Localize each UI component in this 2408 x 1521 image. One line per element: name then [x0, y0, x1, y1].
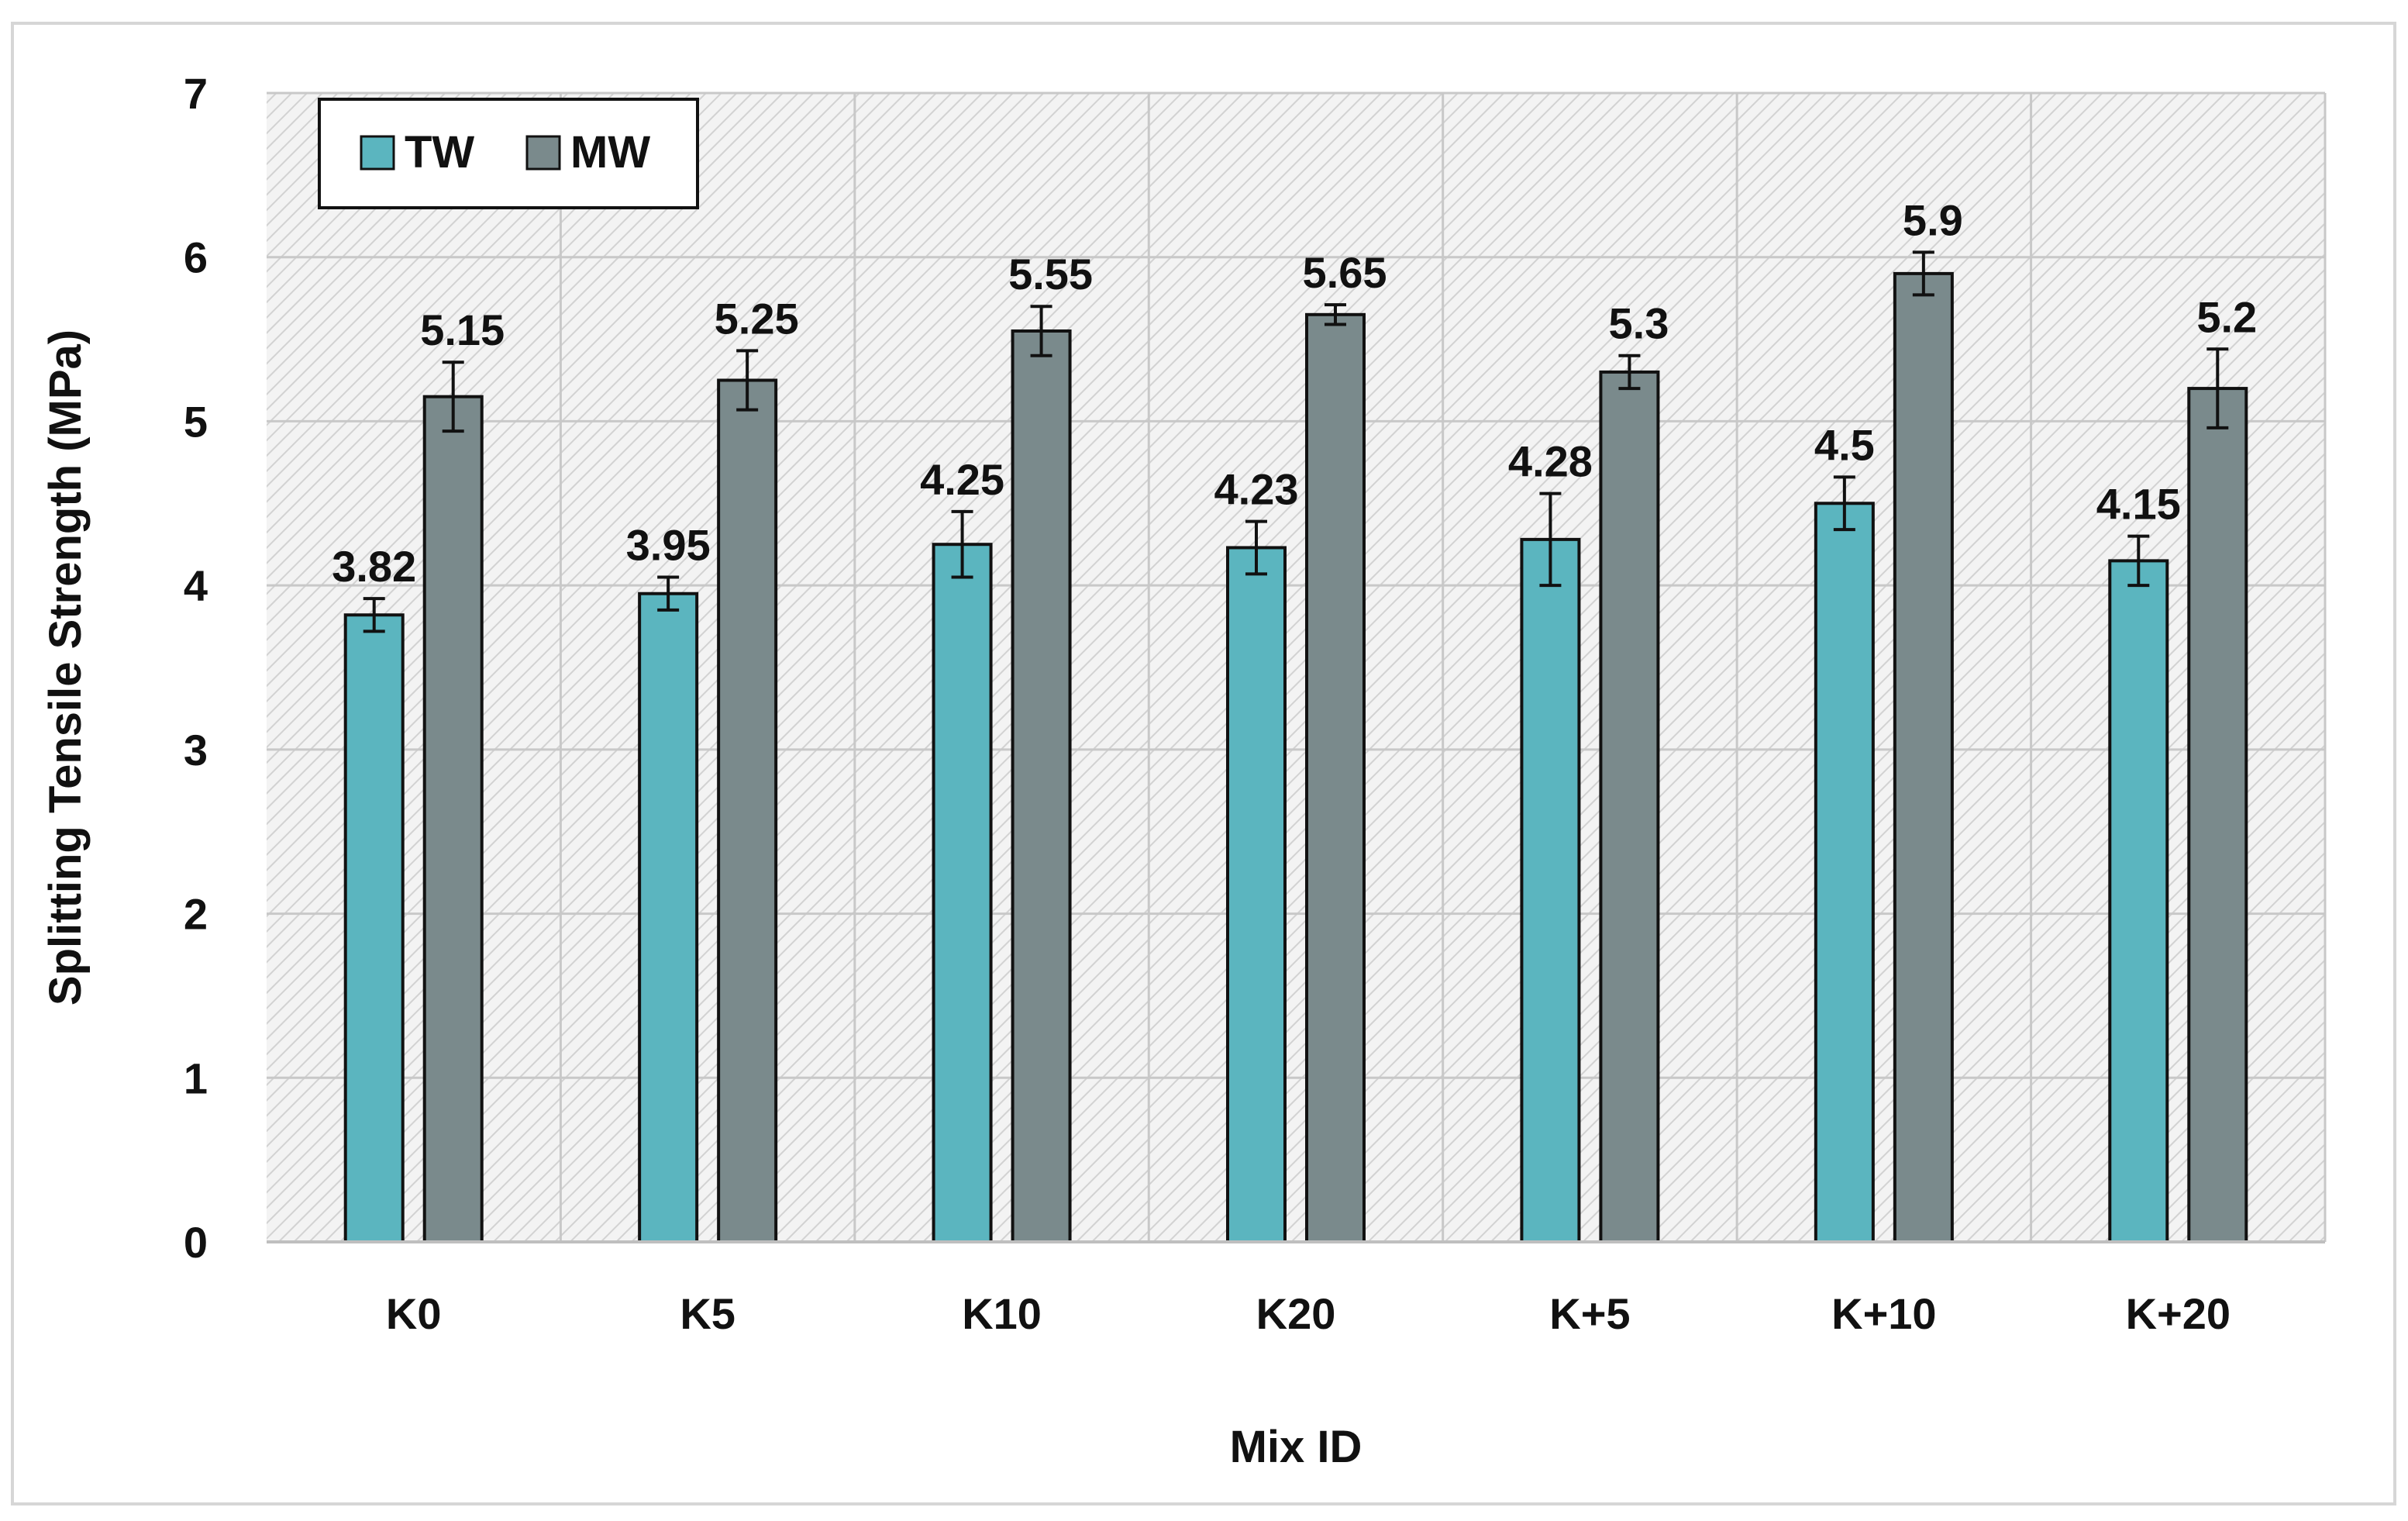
- x-axis-label: Mix ID: [1230, 1422, 1362, 1472]
- bar-mw: [2187, 387, 2248, 1244]
- error-bar-tw: [1539, 491, 1562, 588]
- data-label-tw: 4.25: [920, 455, 1004, 504]
- x-tick-label: K5: [680, 1289, 735, 1338]
- data-labels: 3.82 5.15 3.95 5.25 4.25 5.55 4.23 5.65 4.28 5.3 4…: [332, 195, 2257, 591]
- data-label-tw: 4.28: [1508, 437, 1593, 486]
- data-label-mw: 5.15: [420, 305, 505, 354]
- y-tick-label: 6: [184, 233, 208, 282]
- x-tick-label: K0: [386, 1289, 442, 1338]
- data-label-tw: 4.15: [2096, 480, 2181, 529]
- bar-tw: [1814, 502, 1875, 1243]
- data-label-mw: 5.2: [2196, 292, 2257, 341]
- y-tick-label: 2: [184, 890, 208, 939]
- error-bar-mw: [1030, 305, 1052, 357]
- legend-label-mw: MW: [570, 127, 650, 178]
- bar-mw: [1893, 271, 1954, 1243]
- data-label-mw: 5.65: [1303, 248, 1387, 297]
- x-tick-label: K20: [1256, 1289, 1336, 1338]
- error-bar-mw: [1325, 303, 1346, 326]
- bar-mw: [1599, 370, 1660, 1243]
- error-bar-mw: [1912, 250, 1934, 297]
- legend-label-tw: TW: [405, 127, 474, 178]
- error-bar-tw: [657, 575, 680, 612]
- data-label-tw: 3.95: [626, 521, 711, 570]
- legend-swatch-tw: [360, 135, 395, 171]
- data-label-tw: 3.82: [332, 542, 416, 591]
- y-tick-label: 7: [184, 69, 208, 118]
- error-bar-tw: [1833, 475, 1855, 532]
- y-tick-label: 5: [184, 397, 208, 446]
- grid-lines: [267, 91, 2327, 1242]
- y-tick-label: 3: [184, 726, 208, 774]
- error-bar-tw: [951, 509, 973, 579]
- bar-tw: [343, 613, 405, 1243]
- bar-mw: [1305, 312, 1366, 1243]
- data-label-tw: 4.23: [1214, 465, 1299, 514]
- y-axis-label: Splitting Tensile Strength (MPa): [40, 329, 91, 1005]
- error-bar-mw: [736, 349, 759, 412]
- y-axis-ticks: 0 1 2 3 4 5 6 7: [184, 69, 208, 1267]
- bar-mw: [422, 395, 484, 1244]
- x-axis-ticks: K0 K5 K10 K20 K+5 K+10 K+20: [386, 1289, 2231, 1338]
- data-label-mw: 5.25: [715, 294, 799, 343]
- legend: TW MW: [318, 98, 699, 209]
- bar-series: [343, 250, 2248, 1244]
- error-bar-tw: [2127, 534, 2150, 588]
- error-bar-mw: [1618, 354, 1641, 391]
- data-label-tw: 4.5: [1814, 420, 1875, 469]
- error-bar-tw: [1245, 519, 1267, 576]
- legend-swatch-mw: [525, 135, 561, 171]
- data-label-mw: 5.9: [1903, 195, 1963, 244]
- x-tick-label: K+20: [2126, 1289, 2231, 1338]
- bar-tw: [932, 543, 993, 1243]
- x-tick-label: K+5: [1549, 1289, 1630, 1338]
- y-tick-label: 1: [184, 1054, 208, 1102]
- x-tick-label: K+10: [1831, 1289, 1936, 1338]
- bar-mw: [717, 378, 778, 1243]
- bar-mw: [1011, 329, 1072, 1243]
- data-label-mw: 5.3: [1608, 299, 1669, 348]
- plot-area: [267, 93, 2325, 1242]
- bar-tw: [2108, 559, 2169, 1243]
- error-bar-mw: [442, 360, 464, 433]
- bar-tw: [1520, 537, 1581, 1243]
- error-bar-tw: [363, 597, 385, 633]
- data-label-mw: 5.55: [1008, 250, 1093, 298]
- bar-tw: [1226, 546, 1287, 1243]
- error-bar-mw: [2206, 347, 2229, 429]
- bar-tw: [638, 592, 699, 1243]
- y-tick-label: 0: [184, 1218, 208, 1267]
- x-tick-label: K10: [962, 1289, 1042, 1338]
- y-tick-label: 4: [184, 561, 208, 610]
